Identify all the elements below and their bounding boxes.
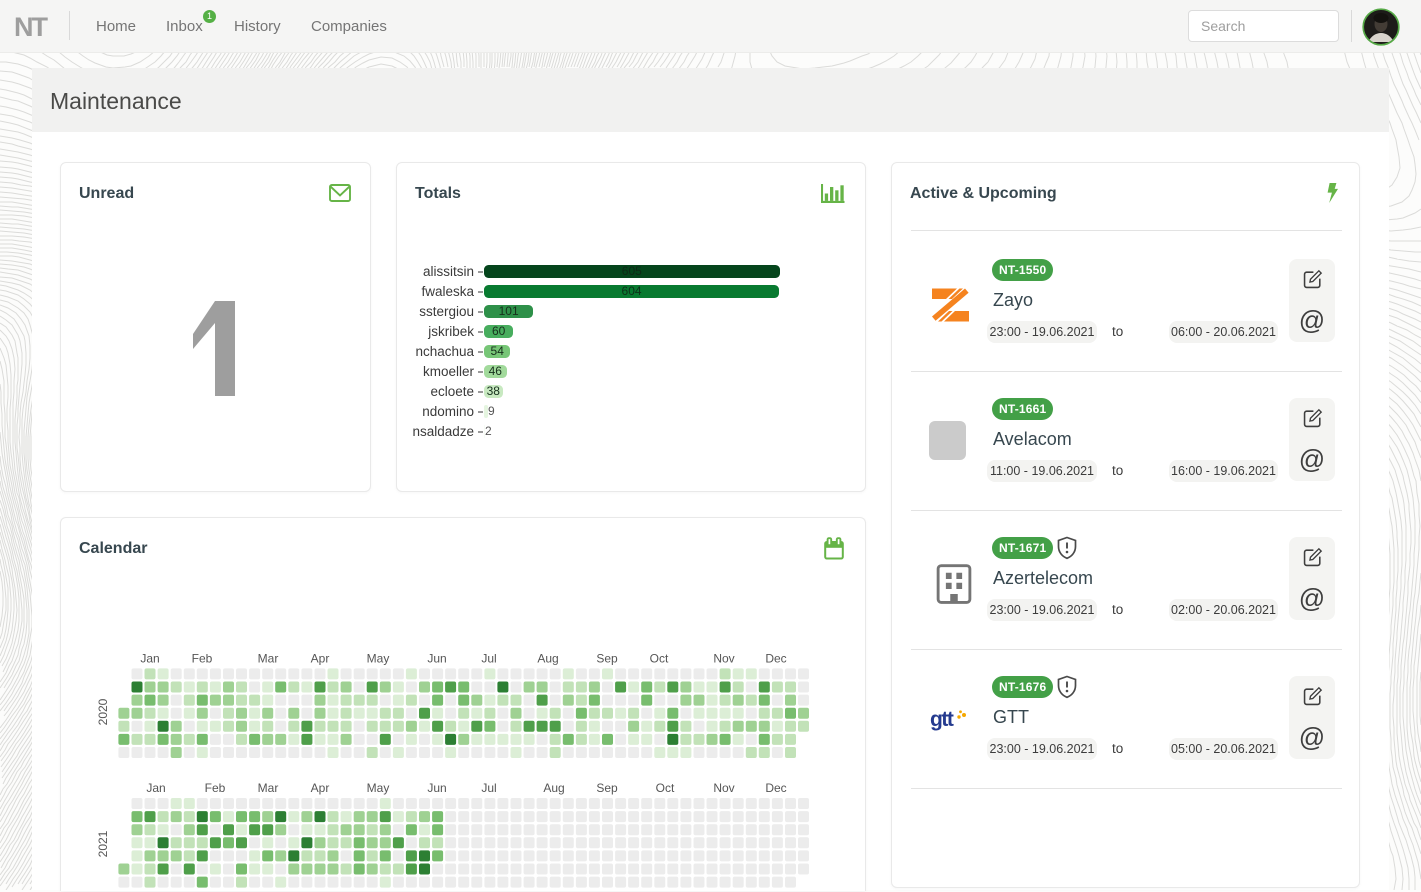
svg-text:2020: 2020 [96,698,110,725]
svg-text:Aug: Aug [543,781,564,795]
svg-text:Sep: Sep [596,781,618,795]
svg-text:Feb: Feb [205,781,226,795]
svg-text:Dec: Dec [765,652,786,666]
svg-text:2021: 2021 [96,830,110,857]
svg-text:Mar: Mar [258,652,279,666]
svg-text:Sep: Sep [596,652,618,666]
svg-text:Jun: Jun [427,652,446,666]
svg-text:May: May [367,781,390,795]
svg-text:Oct: Oct [656,781,675,795]
svg-text:Jun: Jun [427,781,446,795]
svg-text:Jul: Jul [481,652,496,666]
svg-text:Mar: Mar [258,781,279,795]
svg-text:Jan: Jan [140,652,159,666]
svg-text:May: May [367,652,390,666]
svg-text:Dec: Dec [765,781,786,795]
svg-text:Jul: Jul [481,781,496,795]
svg-text:Apr: Apr [311,652,330,666]
svg-text:Aug: Aug [537,652,558,666]
svg-text:Oct: Oct [650,652,669,666]
svg-text:Apr: Apr [311,781,330,795]
svg-text:Nov: Nov [713,652,734,666]
svg-text:Jan: Jan [146,781,165,795]
svg-text:Feb: Feb [192,652,213,666]
svg-text:Nov: Nov [713,781,734,795]
